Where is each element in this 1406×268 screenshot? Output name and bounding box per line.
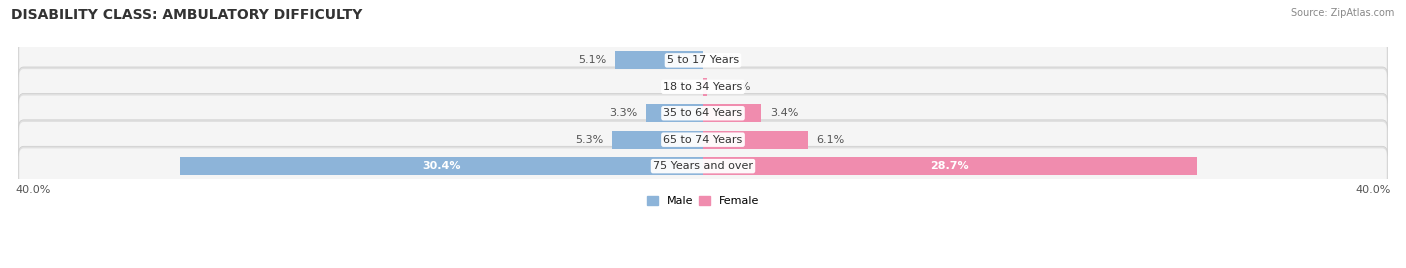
Text: 6.1%: 6.1%: [817, 135, 845, 145]
Text: 65 to 74 Years: 65 to 74 Years: [664, 135, 742, 145]
Text: 0.22%: 0.22%: [716, 82, 751, 92]
FancyBboxPatch shape: [20, 43, 1386, 78]
Text: 5 to 17 Years: 5 to 17 Years: [666, 55, 740, 65]
Text: 28.7%: 28.7%: [931, 161, 969, 171]
Text: 40.0%: 40.0%: [15, 185, 51, 195]
Bar: [616, 51, 703, 69]
FancyBboxPatch shape: [20, 148, 1386, 184]
FancyBboxPatch shape: [18, 67, 1388, 107]
Text: 35 to 64 Years: 35 to 64 Years: [664, 108, 742, 118]
Text: 18 to 34 Years: 18 to 34 Years: [664, 82, 742, 92]
Bar: [703, 157, 1197, 175]
Legend: Male, Female: Male, Female: [643, 192, 763, 211]
Text: 40.0%: 40.0%: [1355, 185, 1391, 195]
Bar: [612, 131, 703, 149]
Text: Source: ZipAtlas.com: Source: ZipAtlas.com: [1291, 8, 1395, 18]
Text: DISABILITY CLASS: AMBULATORY DIFFICULTY: DISABILITY CLASS: AMBULATORY DIFFICULTY: [11, 8, 363, 22]
Bar: [647, 104, 703, 122]
FancyBboxPatch shape: [20, 69, 1386, 105]
FancyBboxPatch shape: [20, 122, 1386, 157]
Text: 5.1%: 5.1%: [578, 55, 606, 65]
Bar: [180, 157, 703, 175]
Text: 75 Years and over: 75 Years and over: [652, 161, 754, 171]
Text: 3.3%: 3.3%: [609, 108, 638, 118]
FancyBboxPatch shape: [18, 40, 1388, 80]
FancyBboxPatch shape: [18, 94, 1388, 133]
Text: 3.4%: 3.4%: [770, 108, 799, 118]
Text: 5.3%: 5.3%: [575, 135, 603, 145]
FancyBboxPatch shape: [20, 95, 1386, 131]
Bar: [703, 104, 762, 122]
Text: 30.4%: 30.4%: [422, 161, 461, 171]
Bar: [703, 131, 808, 149]
Text: 0.0%: 0.0%: [711, 55, 740, 65]
Bar: [703, 78, 707, 96]
FancyBboxPatch shape: [18, 120, 1388, 159]
FancyBboxPatch shape: [18, 146, 1388, 186]
Text: 0.0%: 0.0%: [666, 82, 695, 92]
